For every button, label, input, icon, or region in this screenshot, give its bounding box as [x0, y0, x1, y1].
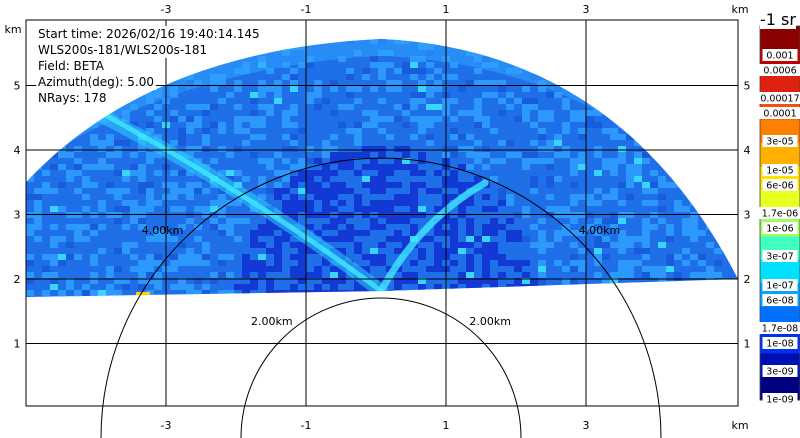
colorbar-label: 0.0001: [763, 109, 796, 120]
axis-unit-label: km: [4, 23, 21, 36]
range-ring: [240, 297, 522, 438]
colorbar-label-bg: [762, 164, 798, 176]
nrays-label: NRays: 178: [36, 90, 109, 106]
right-plume: [377, 179, 489, 295]
x-tick-label-bottom: 1: [443, 419, 450, 432]
colorbar-segment: [760, 142, 800, 167]
range-ring: [100, 157, 662, 438]
range-ring-label: 4.00km: [579, 224, 621, 237]
colorbar-label-bg: [762, 179, 798, 191]
start-time-label: Start time: 2026/02/16 19:40:14.145: [36, 26, 262, 42]
colorbar-label: 6e-08: [766, 296, 793, 307]
colorbar-label-bg: [762, 294, 798, 306]
colorbar-label: 1e-05: [766, 166, 793, 177]
axis-unit-label: km: [731, 3, 748, 16]
colorbar-label: 1e-09: [766, 395, 793, 406]
range-ring-label: 2.00km: [469, 315, 511, 328]
colorbar-label: 3e-05: [766, 137, 793, 148]
y-tick-label-right: 3: [744, 209, 751, 222]
y-tick-label-left: 1: [14, 338, 21, 351]
range-ring-label: 4.00km: [142, 224, 184, 237]
colorbar-label-bg: [756, 207, 800, 219]
colorbar-label: 1e-06: [766, 224, 793, 235]
range-rings: 2.00km 2.00km 4.00km 4.00km: [100, 157, 662, 438]
left-plume-core: [97, 109, 384, 294]
x-tick-label-top: 3: [583, 3, 590, 16]
y-tick-label-right: 1: [744, 338, 751, 351]
colorbar-title: -1 sr: [760, 10, 796, 29]
x-tick-label-top: 1: [443, 3, 450, 16]
colorbar-label-bg: [762, 222, 798, 234]
y-tick-label-left: 4: [14, 144, 21, 157]
colorbar-segment: [760, 259, 800, 284]
x-tick-label-bottom: -3: [161, 419, 172, 432]
x-tick-label-bottom: 3: [583, 419, 590, 432]
colorbar-label: 0.0006: [763, 66, 796, 77]
colorbar-label: 1e-07: [766, 281, 793, 292]
y-tick-label-left: 5: [14, 80, 21, 93]
colorbar-label-bg: [762, 250, 798, 262]
colorbar-label-bg: [762, 337, 798, 349]
colorbar-label-bg: [756, 92, 800, 104]
colorbar-label: 1.7e-08: [762, 324, 798, 335]
colorbar-label: 3e-07: [766, 252, 793, 263]
colorbar-label-bg: [762, 279, 798, 291]
colorbar-label-bg: [759, 64, 800, 76]
plot-frame: [25, 19, 739, 407]
colorbar-segment: [760, 72, 800, 97]
y-tick-label-left: 2: [14, 273, 21, 286]
surface-return: [136, 292, 150, 296]
axis-ticks: -3 -3 -1 -1 1 1 3 3 1 1 2 2 3 3 4 4 5 5 km km km: [4, 3, 750, 432]
colorbar-label-bg: [756, 322, 800, 334]
colorbar-label: 1.7e-06: [762, 209, 798, 220]
x-tick-label-top: -3: [161, 3, 172, 16]
aerosol-plumes: [83, 103, 489, 298]
colorbar-label: 1e-08: [766, 339, 793, 350]
colorbar-label: 3e-09: [766, 367, 793, 378]
info-panel: Start time: 2026/02/16 19:40:14.145 WLS2…: [36, 26, 262, 106]
y-tick-label-right: 4: [744, 144, 751, 157]
colorbar-label-bg: [762, 49, 798, 61]
range-ring-label: 2.00km: [251, 315, 293, 328]
colorbar-label: 0.001: [766, 51, 793, 62]
colorbar-label-bg: [759, 107, 800, 119]
colorbar-label-bg: [762, 135, 798, 147]
y-tick-label-right: 2: [744, 273, 751, 286]
colorbar-label-bg: [762, 365, 798, 377]
instrument-label: WLS200s-181/WLS200s-181: [36, 42, 210, 58]
colorbar-segment: [760, 26, 800, 50]
y-tick-label-right: 5: [744, 80, 751, 93]
azimuth-label: Azimuth(deg): 5.00: [36, 74, 157, 90]
colorbar-label-bg: [762, 393, 798, 405]
y-tick-label-left: 3: [14, 209, 21, 222]
field-label: Field: BETA: [36, 58, 106, 74]
x-tick-label-bottom: -1: [301, 419, 312, 432]
colorbar-label: 0.00017: [760, 94, 799, 105]
colorbar-label: 6e-06: [766, 181, 793, 192]
axis-unit-label: km: [731, 419, 748, 432]
colorbar: 0.001 0.0006 0.00017 0.0001 3e-05 1e-05 6e-06 1…: [756, 25, 800, 406]
x-tick-label-top: -1: [301, 3, 312, 16]
